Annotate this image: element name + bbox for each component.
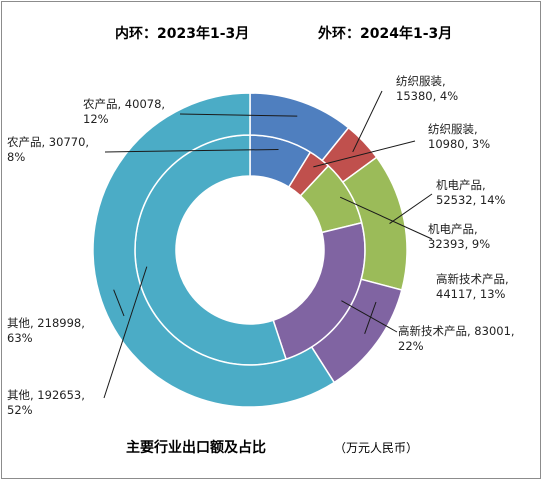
outer-label-agri: 农产品, 40078, 12% [83,97,165,126]
inner-label-other: 其他, 192653, 52% [7,388,85,417]
inner-label-mech: 机电产品, 32393, 9% [428,222,490,251]
inner-leader-hitech [341,300,398,333]
chart-title: 主要行业出口额及占比 [126,439,266,456]
inner-ring-caption: 内环：2023年1-3月 [115,25,249,42]
outer-leader-textile [352,90,383,153]
outer-label-textile: 纺织服装, 15380, 4% [396,74,458,103]
outer-label-other: 其他, 218998, 63% [7,316,85,345]
outer-leader-agri [179,113,298,117]
inner-leader-other [103,266,148,399]
inner-leader-agri [104,148,279,153]
outer-slice-other [92,92,336,408]
inner-label-agri: 农产品, 30770, 8% [7,135,89,164]
inner-leader-mech [339,196,433,240]
outer-leader-mech [389,193,433,224]
inner-leader-textile [313,140,416,168]
inner-label-hitech: 高新技术产品, 83001, 22% [398,324,515,353]
outer-leader-hitech [364,301,377,334]
unit-label: （万元人民币） [334,441,418,455]
inner-label-textile: 纺织服装, 10980, 3% [428,122,490,151]
outer-label-hitech: 高新技术产品, 44117, 13% [436,272,509,301]
outer-label-mech: 机电产品, 52532, 14% [436,178,506,207]
outer-leader-other [113,289,125,317]
outer-ring-caption: 外环：2024年1-3月 [318,25,452,42]
